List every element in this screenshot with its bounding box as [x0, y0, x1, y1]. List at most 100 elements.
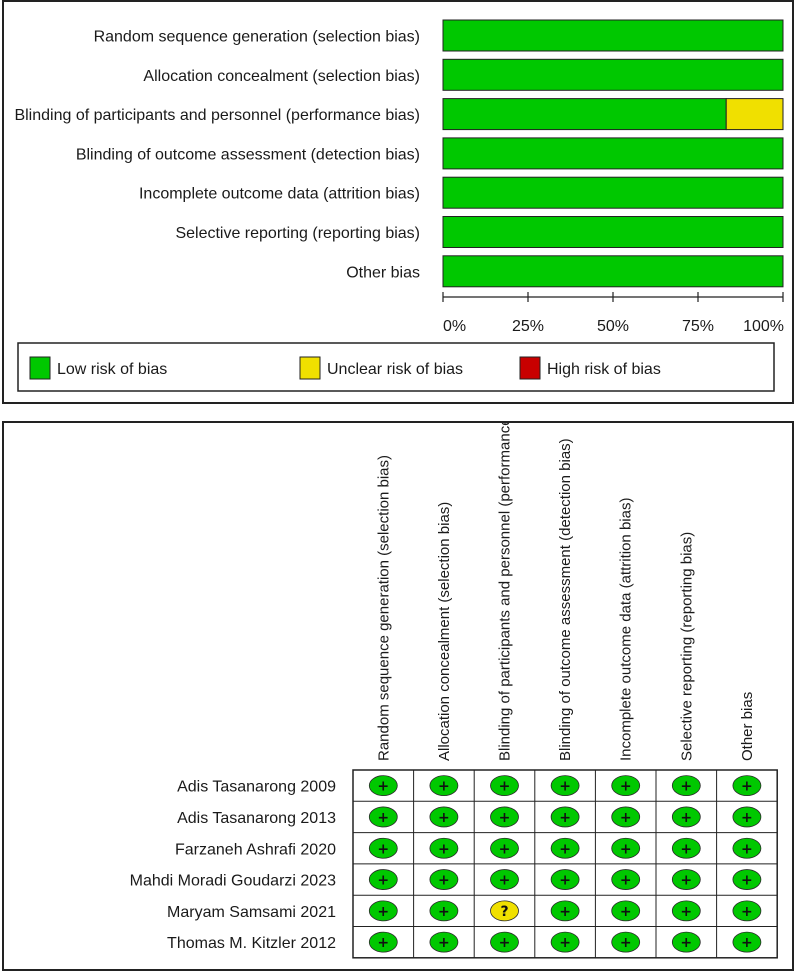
- low-risk-marker: [732, 775, 762, 797]
- low-risk-marker: [550, 869, 580, 890]
- low-risk-symbol: +: [559, 904, 571, 920]
- low-risk-marker: [368, 869, 398, 890]
- x-tick-label: 75%: [682, 318, 714, 335]
- low-risk-symbol: +: [499, 810, 511, 826]
- low-risk-marker: [368, 900, 398, 922]
- legend-label: Low risk of bias: [57, 361, 167, 378]
- low-risk-symbol: +: [377, 810, 389, 826]
- low-risk-symbol: +: [741, 810, 753, 826]
- low-risk-symbol: +: [438, 841, 450, 857]
- low-risk-symbol: +: [741, 779, 753, 795]
- low-risk-symbol: +: [499, 873, 511, 889]
- low-risk-marker: [429, 900, 459, 922]
- low-risk-marker: [671, 900, 701, 922]
- legend-label: High risk of bias: [547, 361, 661, 378]
- low-risk-symbol: +: [620, 779, 632, 795]
- column-header: Blinding of participants and personnel (…: [497, 423, 514, 761]
- low-risk-marker: [550, 775, 580, 797]
- study-label: Farzaneh Ashrafi 2020: [175, 841, 336, 858]
- low-risk-marker: [490, 931, 519, 953]
- low-risk-symbol: +: [620, 935, 632, 951]
- low-risk-symbol: +: [620, 810, 632, 826]
- x-tick-label: 0%: [443, 318, 466, 335]
- low-risk-marker: [550, 931, 580, 953]
- low-risk-symbol: +: [377, 841, 389, 857]
- low-risk-marker: [429, 806, 459, 828]
- category-label: Blinding of participants and personnel (…: [14, 107, 420, 124]
- low-risk-symbol: +: [438, 873, 450, 889]
- column-header: Allocation concealment (selection bias): [436, 502, 453, 761]
- low-risk-symbol: +: [680, 779, 692, 795]
- legend-swatch: [299, 356, 321, 380]
- low-risk-marker: [490, 837, 519, 859]
- legend-box: [17, 342, 775, 392]
- low-risk-marker: [671, 806, 701, 828]
- unclear-risk-symbol: ?: [500, 904, 508, 920]
- low-risk-marker: [490, 806, 519, 828]
- low-risk-symbol: +: [680, 935, 692, 951]
- column-header: Blinding of outcome assessment (detectio…: [557, 438, 574, 761]
- low-risk-marker: [550, 900, 580, 922]
- low-risk-marker: [368, 931, 398, 953]
- low-risk-marker: [429, 869, 459, 890]
- low-risk-marker: [671, 837, 701, 859]
- low-risk-marker: [490, 869, 519, 890]
- study-label: Adis Tasanarong 2009: [177, 779, 336, 796]
- low-risk-symbol: +: [438, 935, 450, 951]
- bar-segment: [442, 176, 784, 209]
- low-risk-marker: [732, 900, 762, 922]
- study-label: Adis Tasanarong 2013: [177, 810, 336, 827]
- low-risk-marker: [611, 806, 641, 828]
- column-header: Selective reporting (reporting bias): [678, 532, 695, 761]
- low-risk-marker: [611, 837, 641, 859]
- column-header: Incomplete outcome data (attrition bias): [618, 498, 635, 761]
- low-risk-marker: [429, 837, 459, 859]
- bar-segment: [442, 216, 784, 248]
- low-risk-marker: [368, 775, 398, 797]
- study-label: Thomas M. Kitzler 2012: [167, 935, 336, 952]
- low-risk-symbol: +: [377, 935, 389, 951]
- low-risk-symbol: +: [620, 904, 632, 920]
- low-risk-symbol: +: [377, 904, 389, 920]
- low-risk-symbol: +: [499, 841, 511, 857]
- category-label: Allocation concealment (selection bias): [143, 68, 420, 85]
- bar-segment: [725, 98, 784, 131]
- x-tick-label: 50%: [597, 318, 629, 335]
- low-risk-marker: [429, 931, 459, 953]
- low-risk-marker: [671, 931, 701, 953]
- low-risk-marker: [732, 806, 762, 828]
- category-label: Blinding of outcome assessment (detectio…: [76, 146, 420, 163]
- low-risk-symbol: +: [559, 779, 571, 795]
- legend-swatch: [29, 356, 51, 380]
- low-risk-symbol: +: [377, 873, 389, 889]
- low-risk-symbol: +: [559, 810, 571, 826]
- low-risk-symbol: +: [559, 935, 571, 951]
- low-risk-symbol: +: [499, 779, 511, 795]
- x-tick-label: 25%: [512, 318, 544, 335]
- bar-segment: [442, 98, 727, 131]
- low-risk-marker: [732, 869, 762, 890]
- low-risk-symbol: +: [741, 841, 753, 857]
- low-risk-marker: [671, 869, 701, 890]
- low-risk-marker: [732, 837, 762, 859]
- low-risk-marker: [490, 775, 519, 797]
- category-label: Incomplete outcome data (attrition bias): [139, 186, 420, 203]
- low-risk-marker: [368, 837, 398, 859]
- risk-of-bias-bar-chart: Random sequence generation (selection bi…: [14, 19, 784, 392]
- low-risk-symbol: +: [499, 935, 511, 951]
- bar-segment: [442, 58, 784, 91]
- low-risk-marker: [611, 900, 641, 922]
- unclear-risk-marker: [490, 900, 519, 922]
- legend-swatch: [519, 356, 541, 380]
- low-risk-symbol: +: [741, 873, 753, 889]
- low-risk-marker: [550, 806, 580, 828]
- low-risk-marker: [732, 931, 762, 953]
- category-label: Selective reporting (reporting bias): [175, 225, 420, 242]
- low-risk-symbol: +: [741, 904, 753, 920]
- bar-segment: [442, 137, 784, 170]
- column-header: Random sequence generation (selection bi…: [375, 455, 392, 761]
- study-label: Mahdi Moradi Goudarzi 2023: [130, 873, 336, 890]
- low-risk-symbol: +: [559, 873, 571, 889]
- x-tick-label: 100%: [743, 318, 784, 335]
- low-risk-symbol: +: [680, 904, 692, 920]
